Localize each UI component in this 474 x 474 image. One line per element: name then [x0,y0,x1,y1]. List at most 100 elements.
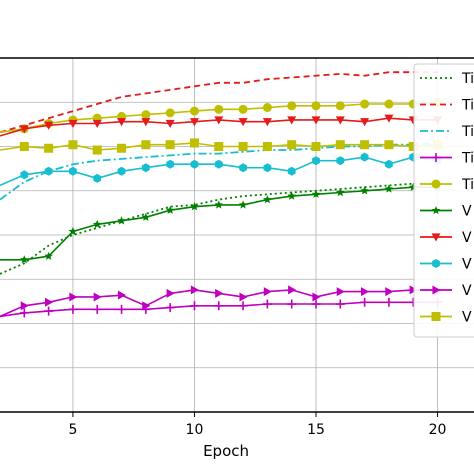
legend-label: V [462,257,472,273]
legend-entry: Ti [420,124,474,140]
data-point-marker [19,142,29,151]
data-point-marker [336,287,345,297]
data-point-marker [117,166,126,176]
data-point-marker [165,108,175,118]
series-9 [0,285,443,318]
x-axis-ticks: 5 10 15 20 [68,412,446,438]
data-point-marker [45,297,54,307]
data-point-marker [214,301,224,311]
series-2 [0,71,438,134]
data-point-marker [431,153,441,162]
data-point-marker [189,106,199,116]
data-point-marker [69,166,77,176]
data-point-marker [20,170,29,180]
data-point-marker [360,118,370,127]
plot-frame [0,57,474,413]
data-point-marker [239,163,247,173]
data-point-marker [238,200,248,209]
data-point-marker [238,118,248,127]
legend-entry: Ti [420,71,474,87]
legend-entry: Ti [420,177,474,193]
data-point-marker [262,118,272,127]
data-point-marker [431,312,441,321]
series-layer [0,71,443,318]
data-point-marker [311,116,321,125]
data-point-marker [190,285,199,295]
data-point-marker [92,304,102,314]
legend-entry: V [420,283,472,299]
data-point-marker [44,143,54,153]
data-point-marker [408,142,418,151]
series-line [0,71,438,134]
data-point-marker [360,186,369,195]
data-point-marker [93,292,102,302]
data-point-marker [166,159,175,169]
data-point-marker [166,288,175,298]
series-7 [0,114,443,137]
data-point-marker [311,189,321,198]
data-point-marker [287,191,296,200]
data-point-marker [335,299,345,309]
data-point-marker [263,195,272,204]
data-point-marker [312,292,321,302]
legend-entry: Ti [420,151,474,167]
data-point-marker [384,184,394,193]
data-point-marker [93,173,102,183]
x-tick-label: 15 [307,422,325,438]
data-point-marker [360,152,369,162]
data-point-marker [165,119,175,128]
data-point-marker [141,140,151,150]
legend-label: V [462,204,472,220]
legend-entry: V [420,204,472,220]
data-point-marker [214,104,224,114]
data-point-marker [69,292,78,302]
data-point-marker [384,297,394,307]
x-tick-label: 10 [186,422,204,438]
data-point-marker [214,116,224,125]
data-point-marker [263,163,272,173]
data-point-marker [385,159,393,169]
data-point-marker [92,145,102,155]
data-point-marker [44,166,53,176]
legend-label: V [462,310,472,326]
data-point-marker [190,202,199,211]
data-point-marker [335,101,345,111]
data-point-marker [44,306,54,316]
data-point-marker [336,156,345,166]
series-10 [0,138,443,155]
data-point-marker [165,303,175,313]
data-point-marker [385,287,394,297]
data-point-marker [432,285,441,295]
data-point-marker [165,140,175,150]
data-point-marker [287,166,296,176]
data-point-marker [238,142,248,151]
data-point-marker [190,159,199,169]
data-point-marker [239,292,248,302]
data-point-marker [117,290,127,300]
data-point-marker [68,227,78,236]
data-point-marker [189,301,199,311]
data-point-marker [288,285,297,295]
data-point-marker [263,287,272,297]
data-point-marker [238,104,248,114]
data-point-marker [312,156,320,166]
data-point-marker [214,142,224,151]
data-point-marker [361,287,370,297]
legend-label: Ti [461,151,474,167]
legend-entry: V [420,257,472,273]
data-point-marker [165,205,175,214]
data-point-marker [141,110,151,120]
data-point-marker [93,219,102,228]
data-point-marker [311,299,321,309]
data-point-marker [431,233,441,242]
legend-label: Ti [461,177,474,193]
data-point-marker [189,138,199,148]
data-point-marker [262,299,272,309]
x-tick-label: 20 [429,422,447,438]
data-point-marker [432,259,440,268]
legend-label: Ti [461,124,474,140]
data-point-marker [92,119,102,128]
data-point-marker [141,163,150,173]
data-point-marker [68,304,78,314]
